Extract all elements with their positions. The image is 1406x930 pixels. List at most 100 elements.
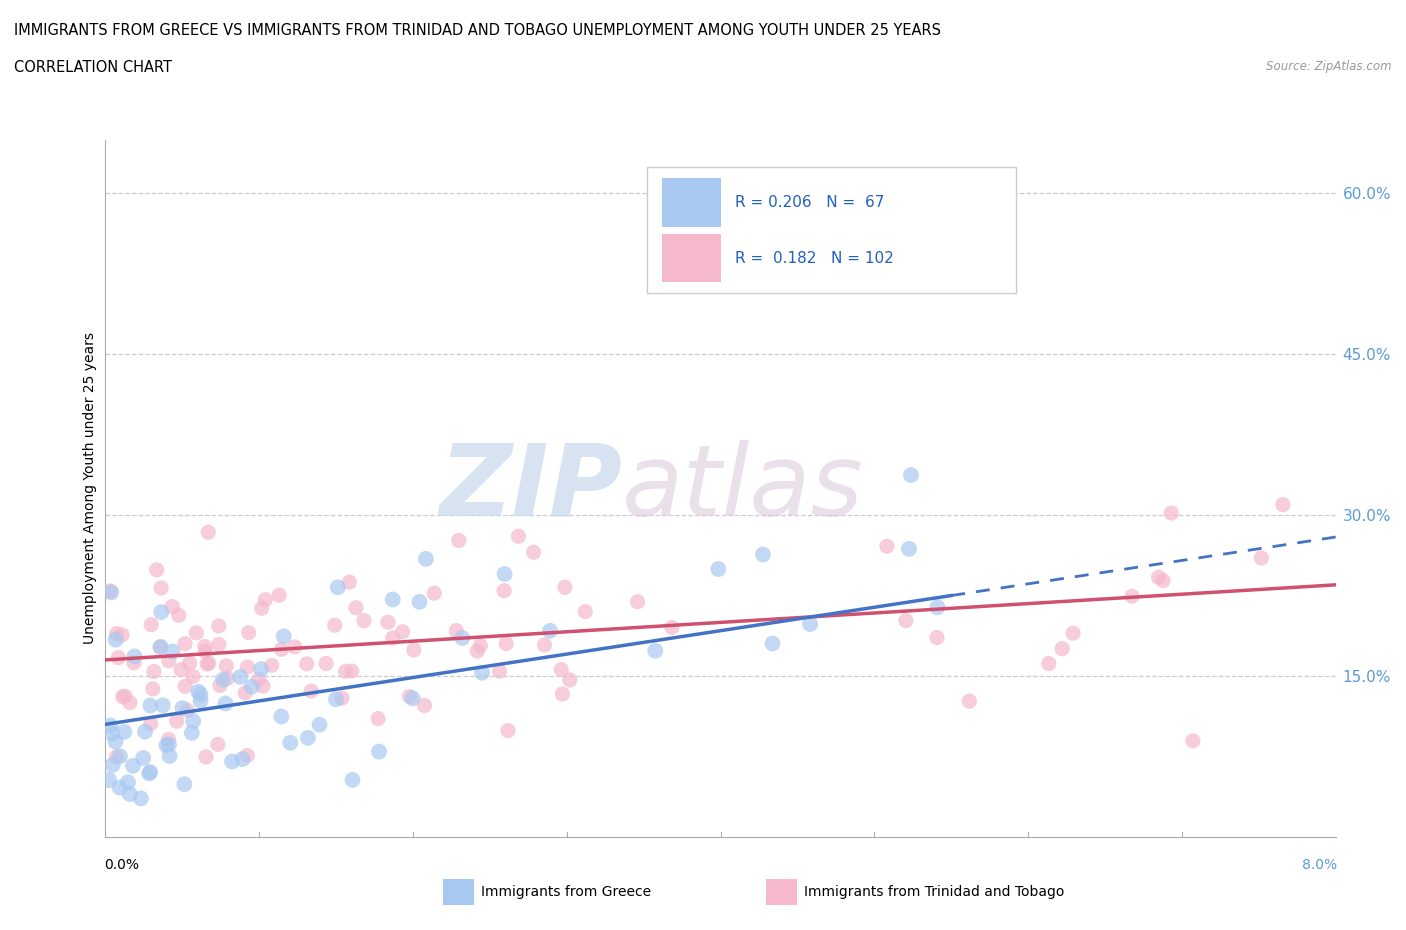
Point xyxy=(1160,506,1182,521)
Point xyxy=(117,775,139,790)
Point xyxy=(661,620,683,635)
Point xyxy=(626,594,648,609)
Point xyxy=(112,724,135,739)
Point xyxy=(415,551,437,566)
Point xyxy=(179,656,201,671)
Point xyxy=(1050,642,1073,657)
Point xyxy=(299,684,322,698)
Point xyxy=(139,698,162,713)
Point xyxy=(215,658,238,673)
Point xyxy=(155,737,177,752)
Point xyxy=(550,662,572,677)
Point xyxy=(108,749,131,764)
Point xyxy=(752,547,775,562)
Text: Immigrants from Trinidad and Tobago: Immigrants from Trinidad and Tobago xyxy=(804,884,1064,899)
Point xyxy=(494,583,516,598)
Point xyxy=(138,766,160,781)
Point xyxy=(423,586,446,601)
Point xyxy=(208,618,231,633)
Point xyxy=(508,529,530,544)
Point xyxy=(554,580,576,595)
Point xyxy=(150,604,173,619)
Point xyxy=(326,579,349,594)
Point xyxy=(273,629,295,644)
Point xyxy=(707,562,730,577)
Point xyxy=(1271,498,1294,512)
Point xyxy=(402,643,425,658)
Point xyxy=(142,682,165,697)
Point xyxy=(308,717,330,732)
Point xyxy=(142,664,165,679)
Point xyxy=(335,664,357,679)
Point xyxy=(558,672,581,687)
Point xyxy=(344,600,367,615)
Point xyxy=(408,594,430,609)
Text: Source: ZipAtlas.com: Source: ZipAtlas.com xyxy=(1267,60,1392,73)
Point xyxy=(679,191,702,206)
Point xyxy=(172,700,194,715)
Point xyxy=(233,685,256,700)
Text: 0.0%: 0.0% xyxy=(104,857,139,872)
Point xyxy=(194,639,217,654)
Point xyxy=(114,689,136,704)
Point xyxy=(644,644,666,658)
Point xyxy=(238,625,260,640)
Point xyxy=(799,617,821,631)
Text: IMMIGRANTS FROM GREECE VS IMMIGRANTS FROM TRINIDAD AND TOBAGO UNEMPLOYMENT AMONG: IMMIGRANTS FROM GREECE VS IMMIGRANTS FRO… xyxy=(14,23,941,38)
Point xyxy=(141,618,163,632)
Y-axis label: Unemployment Among Youth under 25 years: Unemployment Among Youth under 25 years xyxy=(83,332,97,644)
Point xyxy=(325,692,347,707)
Point xyxy=(101,758,124,773)
Point xyxy=(167,608,190,623)
Point xyxy=(353,613,375,628)
Point xyxy=(105,750,128,764)
Point xyxy=(122,758,145,773)
Point xyxy=(496,724,519,738)
Point xyxy=(957,694,980,709)
Point xyxy=(118,787,141,802)
Point xyxy=(1250,551,1272,565)
Point xyxy=(157,732,180,747)
FancyBboxPatch shape xyxy=(662,178,721,227)
Point xyxy=(401,691,423,706)
Point xyxy=(108,780,131,795)
Point xyxy=(124,649,146,664)
Point xyxy=(132,751,155,765)
Point xyxy=(295,657,318,671)
Point xyxy=(494,566,516,581)
Point xyxy=(162,599,184,614)
Point xyxy=(269,588,291,603)
Point xyxy=(391,624,413,639)
Point xyxy=(208,637,231,652)
Point xyxy=(236,748,259,763)
Point xyxy=(254,592,277,607)
Point xyxy=(174,636,197,651)
Point xyxy=(551,686,574,701)
Text: ZIP: ZIP xyxy=(439,440,621,537)
Point xyxy=(340,664,363,679)
Point xyxy=(898,541,921,556)
Point xyxy=(523,545,546,560)
Point xyxy=(876,538,898,553)
Point xyxy=(377,615,399,630)
Point xyxy=(173,777,195,791)
Point xyxy=(1181,734,1204,749)
Point xyxy=(197,525,219,539)
FancyBboxPatch shape xyxy=(662,233,721,283)
Point xyxy=(381,592,404,607)
Point xyxy=(214,696,236,711)
Point xyxy=(166,713,188,728)
Point xyxy=(181,713,204,728)
Point xyxy=(761,636,783,651)
Point xyxy=(105,626,128,641)
Point xyxy=(190,687,212,702)
Point xyxy=(574,604,596,619)
Point xyxy=(145,563,167,578)
FancyBboxPatch shape xyxy=(647,167,1015,293)
Point xyxy=(118,696,141,711)
Point xyxy=(446,623,468,638)
Point xyxy=(100,718,122,733)
Point xyxy=(413,698,436,713)
Point xyxy=(195,657,218,671)
Point xyxy=(236,659,259,674)
